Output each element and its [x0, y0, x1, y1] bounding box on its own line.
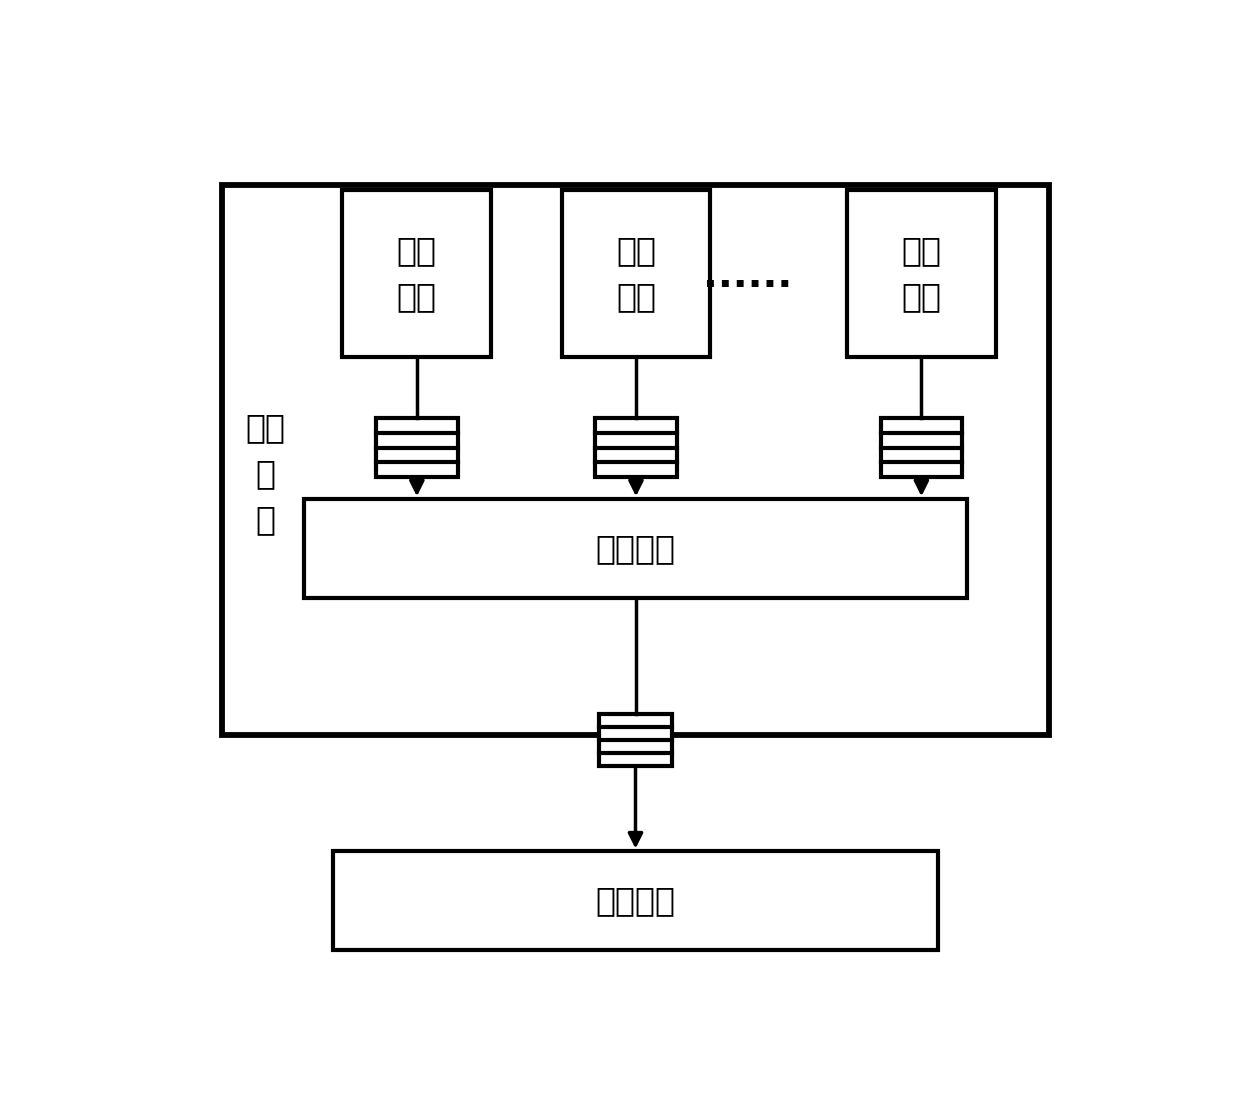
Text: 路由
单
元: 路由 单 元: [246, 411, 285, 536]
Bar: [847, 190, 996, 357]
Bar: [599, 714, 672, 766]
Bar: [332, 852, 939, 951]
Bar: [342, 190, 491, 357]
Bar: [562, 190, 711, 357]
Bar: [595, 418, 677, 477]
Text: 路由
实例: 路由 实例: [616, 234, 656, 314]
Text: ......: ......: [703, 257, 792, 295]
Bar: [222, 185, 1049, 735]
Text: 转发单元: 转发单元: [595, 884, 676, 917]
Bar: [880, 418, 962, 477]
Text: 路由决策: 路由决策: [595, 532, 676, 565]
Text: 路由
实例: 路由 实例: [901, 234, 941, 314]
Bar: [304, 499, 967, 598]
Bar: [376, 418, 458, 477]
Text: 路由
实例: 路由 实例: [397, 234, 436, 314]
